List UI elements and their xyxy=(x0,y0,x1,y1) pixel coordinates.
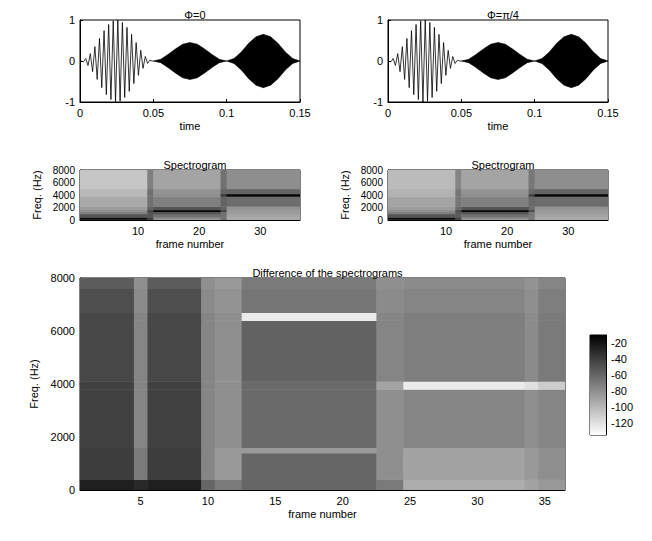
svg-text:1: 1 xyxy=(69,14,75,26)
svg-text:0: 0 xyxy=(77,107,83,119)
svg-text:Spectrogram: Spectrogram xyxy=(164,159,227,171)
svg-text:time: time xyxy=(488,120,509,132)
svg-text:0.1: 0.1 xyxy=(219,107,234,119)
svg-text:0.05: 0.05 xyxy=(143,107,164,119)
svg-text:Freq. (Hz): Freq. (Hz) xyxy=(339,170,351,220)
svg-text:-120: -120 xyxy=(611,417,633,429)
svg-text:0.1: 0.1 xyxy=(527,107,542,119)
svg-text:25: 25 xyxy=(404,495,416,507)
svg-text:0: 0 xyxy=(377,55,383,67)
svg-text:5: 5 xyxy=(138,495,144,507)
svg-text:10: 10 xyxy=(132,225,144,237)
svg-text:-100: -100 xyxy=(611,401,633,413)
svg-text:2000: 2000 xyxy=(51,431,75,443)
svg-text:20: 20 xyxy=(501,225,513,237)
svg-text:0: 0 xyxy=(377,215,383,226)
svg-text:-60: -60 xyxy=(611,369,627,381)
svg-text:35: 35 xyxy=(539,495,551,507)
svg-text:15: 15 xyxy=(269,495,281,507)
svg-text:1: 1 xyxy=(377,14,383,26)
svg-text:4000: 4000 xyxy=(361,190,384,201)
svg-text:20: 20 xyxy=(193,225,205,237)
svg-text:10: 10 xyxy=(202,495,214,507)
svg-text:8000: 8000 xyxy=(51,272,75,284)
svg-text:Difference of the spectrograms: Difference of the spectrograms xyxy=(252,267,403,279)
svg-text:frame number: frame number xyxy=(464,238,533,250)
svg-text:0.15: 0.15 xyxy=(597,107,618,119)
svg-text:Φ=π/4: Φ=π/4 xyxy=(487,9,519,21)
svg-text:20: 20 xyxy=(337,495,349,507)
svg-text:6000: 6000 xyxy=(361,177,384,188)
svg-text:frame number: frame number xyxy=(156,238,225,250)
svg-text:30: 30 xyxy=(254,225,266,237)
svg-text:0: 0 xyxy=(69,484,75,496)
svg-text:4000: 4000 xyxy=(53,190,76,201)
svg-text:Spectrogram: Spectrogram xyxy=(472,159,535,171)
svg-text:-80: -80 xyxy=(611,385,627,397)
svg-text:8000: 8000 xyxy=(361,165,384,176)
svg-text:8000: 8000 xyxy=(53,165,76,176)
svg-text:0: 0 xyxy=(385,107,391,119)
svg-text:4000: 4000 xyxy=(51,378,75,390)
svg-text:6000: 6000 xyxy=(53,177,76,188)
svg-text:frame number: frame number xyxy=(288,508,357,520)
svg-text:30: 30 xyxy=(562,225,574,237)
svg-text:2000: 2000 xyxy=(53,202,76,213)
svg-text:30: 30 xyxy=(471,495,483,507)
svg-text:6000: 6000 xyxy=(51,325,75,337)
svg-text:10: 10 xyxy=(440,225,452,237)
svg-text:0.05: 0.05 xyxy=(451,107,472,119)
svg-text:2000: 2000 xyxy=(361,202,384,213)
svg-text:time: time xyxy=(180,120,201,132)
svg-text:Φ=0: Φ=0 xyxy=(184,9,205,21)
svg-text:0.15: 0.15 xyxy=(289,107,310,119)
svg-text:-40: -40 xyxy=(611,353,627,365)
svg-text:0: 0 xyxy=(69,55,75,67)
svg-text:Freq. (Hz): Freq. (Hz) xyxy=(28,359,40,409)
svg-text:-1: -1 xyxy=(65,96,75,108)
svg-text:Freq. (Hz): Freq. (Hz) xyxy=(31,170,43,220)
svg-text:-20: -20 xyxy=(611,337,627,349)
svg-text:-1: -1 xyxy=(373,96,383,108)
svg-text:0: 0 xyxy=(69,215,75,226)
